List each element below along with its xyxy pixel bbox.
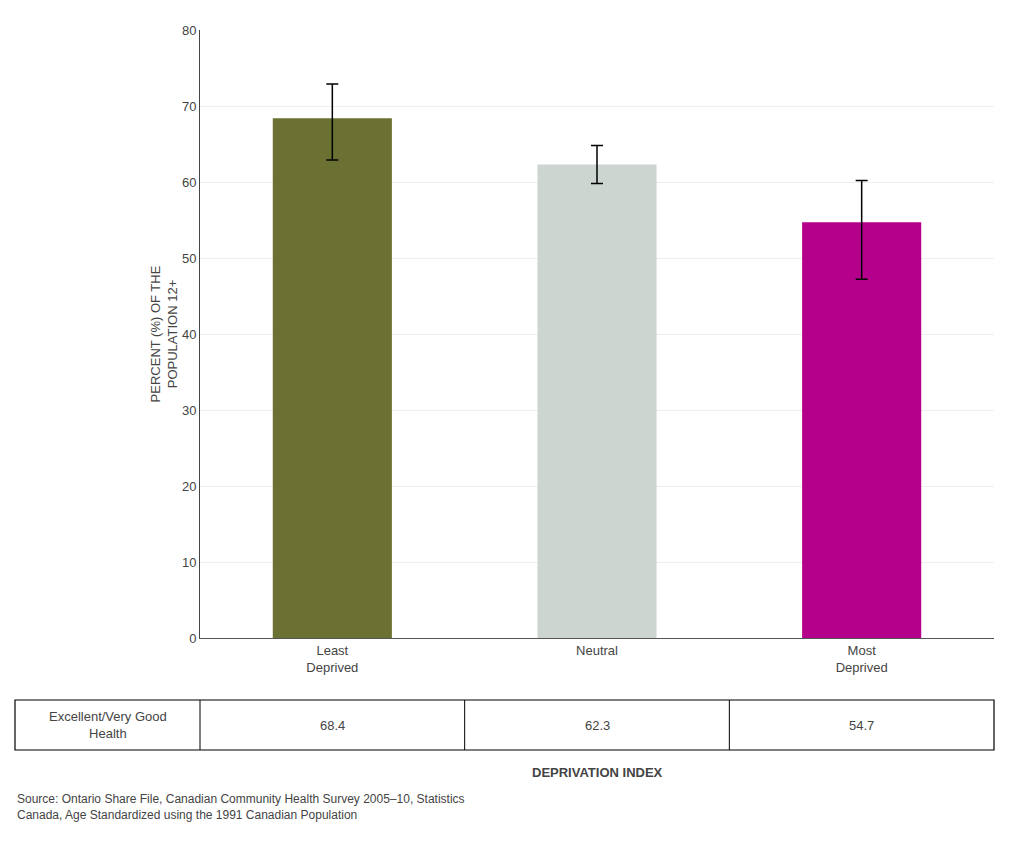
svg-text:Excellent/Very GoodHealth: Excellent/Very GoodHealth	[49, 709, 167, 741]
svg-text:Source: Ontario Share File, Ca: Source: Ontario Share File, Canadian Com…	[17, 792, 465, 822]
svg-text:50: 50	[182, 251, 196, 266]
svg-text:80: 80	[182, 23, 196, 38]
svg-text:68.4: 68.4	[320, 718, 345, 733]
svg-text:62.3: 62.3	[585, 718, 610, 733]
svg-text:30: 30	[182, 403, 196, 418]
svg-text:LeastDeprived: LeastDeprived	[306, 643, 358, 675]
svg-text:Neutral: Neutral	[576, 643, 618, 658]
svg-text:10: 10	[182, 555, 196, 570]
svg-text:40: 40	[182, 327, 196, 342]
svg-text:70: 70	[182, 99, 196, 114]
svg-text:20: 20	[182, 479, 196, 494]
svg-text:54.7: 54.7	[849, 718, 874, 733]
svg-text:DEPRIVATION INDEX: DEPRIVATION INDEX	[532, 765, 663, 780]
svg-text:MostDeprived: MostDeprived	[836, 643, 888, 675]
svg-text:PERCENT (%) OF THEPOPULATION 1: PERCENT (%) OF THEPOPULATION 12+	[148, 265, 180, 402]
svg-text:60: 60	[182, 175, 196, 190]
svg-text:0: 0	[189, 631, 196, 646]
